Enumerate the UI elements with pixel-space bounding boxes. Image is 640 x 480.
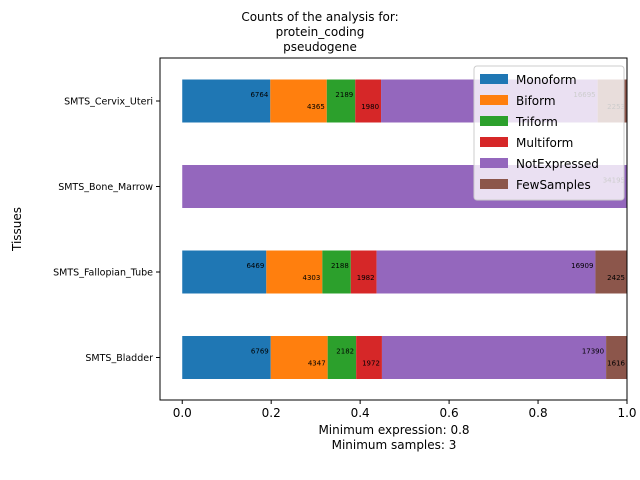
x-tick-label: 0.8 <box>529 406 548 420</box>
x-tick-label: 0.4 <box>351 406 370 420</box>
data-label: 16909 <box>571 262 593 270</box>
y-axis: SMTS_Bladder SMTS_Fallopian_Tube SMTS_Bone… <box>53 97 160 364</box>
bar-biform-smts_bladder <box>270 336 328 379</box>
bar-multiform-smts_bladder <box>356 336 382 379</box>
data-label: 1980 <box>361 103 379 111</box>
legend-label: Triform <box>515 115 558 129</box>
bar-notexpressed-smts_bladder <box>381 336 607 379</box>
legend-swatch <box>480 74 508 84</box>
bar-monoform-smts_bladder <box>182 336 271 379</box>
legend-swatch <box>480 158 508 168</box>
legend-swatch <box>480 116 508 126</box>
bar-fewsamples-smts_fallopian_tube <box>595 250 627 294</box>
bar-biform-smts_fallopian_tube <box>266 250 323 294</box>
data-label: 2182 <box>336 348 354 356</box>
chart-title-line-1: Counts of the analysis for: <box>241 10 398 24</box>
data-label: 1616 <box>607 360 625 368</box>
legend-swatch <box>480 179 508 189</box>
data-label: 4365 <box>307 103 325 111</box>
x-tick-label: 1.0 <box>617 406 636 420</box>
bars-layer <box>182 79 627 379</box>
x-tick-label: 0.6 <box>440 406 459 420</box>
legend-label: FewSamples <box>516 178 591 192</box>
data-label: 2425 <box>607 274 625 282</box>
bar-monoform-smts_fallopian_tube <box>182 250 267 294</box>
bar-triform-smts_fallopian_tube <box>322 250 351 294</box>
bar-monoform-smts_cervix_uteri <box>182 79 271 123</box>
y-tick-label: SMTS_Bladder <box>85 353 153 364</box>
legend: Monoform Biform Triform Multiform NotExpress… <box>473 65 625 201</box>
legend-swatch <box>480 95 508 105</box>
chart-title-line-2: protein_coding <box>276 25 365 39</box>
y-axis-label: Tissues <box>10 207 24 252</box>
data-label: 6764 <box>250 91 268 99</box>
x-axis-label-line-2: Minimum samples: 3 <box>332 438 457 452</box>
bar-notexpressed-smts_fallopian_tube <box>376 250 596 294</box>
x-tick-label: 0.2 <box>262 406 281 420</box>
legend-swatch <box>480 137 508 147</box>
x-axis: 0.0 0.2 0.4 0.6 0.8 1.0 <box>173 400 637 420</box>
data-label: 6769 <box>251 348 269 356</box>
legend-label: Monoform <box>516 73 577 87</box>
data-label: 1982 <box>357 274 375 282</box>
y-tick-label: SMTS_Cervix_Uteri <box>64 97 153 108</box>
data-label: 2189 <box>335 91 353 99</box>
chart-title-line-3: pseudogene <box>283 40 357 54</box>
data-label: 2188 <box>331 262 349 270</box>
y-tick-label: SMTS_Fallopian_Tube <box>53 268 153 279</box>
legend-label: Multiform <box>516 136 573 150</box>
data-label: 6469 <box>246 262 264 270</box>
bar-triform-smts_bladder <box>327 336 357 379</box>
y-tick-label: SMTS_Bone_Marrow <box>58 182 153 193</box>
x-tick-label: 0.0 <box>173 406 192 420</box>
plot-frame <box>159 57 628 401</box>
bar-multiform-smts_cervix_uteri <box>355 79 382 123</box>
bar-fewsamples-smts_bladder <box>606 336 627 379</box>
legend-box <box>473 65 625 201</box>
data-label: 4347 <box>308 360 326 368</box>
legend-label: Biform <box>516 94 556 108</box>
data-label: 1972 <box>362 360 380 368</box>
data-label: 17390 <box>582 348 604 356</box>
x-axis-label-line-1: Minimum expression: 0.8 <box>318 423 469 437</box>
bar-biform-smts_cervix_uteri <box>270 79 327 123</box>
data-label: 4303 <box>303 274 321 282</box>
bar-triform-smts_cervix_uteri <box>326 79 356 123</box>
chart-title: Counts of the analysis for: protein_codi… <box>241 10 398 54</box>
legend-label: NotExpressed <box>516 157 599 171</box>
bar-multiform-smts_fallopian_tube <box>350 250 377 294</box>
